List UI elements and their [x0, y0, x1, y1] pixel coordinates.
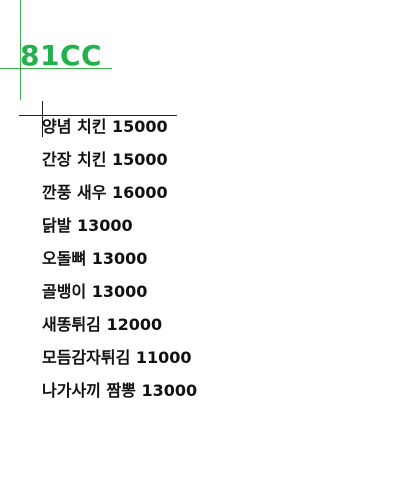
menu-item: 모듬감자튀김 11000 — [42, 348, 192, 367]
menu-list: 양념 치킨 15000 간장 치킨 15000 깐풍 새우 16000 닭발 1… — [42, 110, 197, 407]
menu-item: 닭발 13000 — [42, 216, 133, 235]
menu-item: 오돌뼈 13000 — [42, 249, 148, 268]
text-cursor-guide-vertical — [42, 101, 43, 137]
menu-item: 깐풍 새우 16000 — [42, 183, 168, 202]
menu-item: 나가사끼 짬뽕 13000 — [42, 381, 198, 400]
menu-item: 간장 치킨 15000 — [42, 150, 168, 169]
text-cursor-guide-horizontal — [19, 115, 177, 116]
page-heading: 81CC — [20, 39, 103, 72]
green-guide-horizontal — [0, 68, 112, 69]
menu-item: 새똥튀김 12000 — [42, 315, 163, 334]
menu-item: 양념 치킨 15000 — [42, 117, 168, 136]
green-guide-vertical — [20, 0, 21, 100]
menu-item: 골뱅이 13000 — [42, 282, 148, 301]
